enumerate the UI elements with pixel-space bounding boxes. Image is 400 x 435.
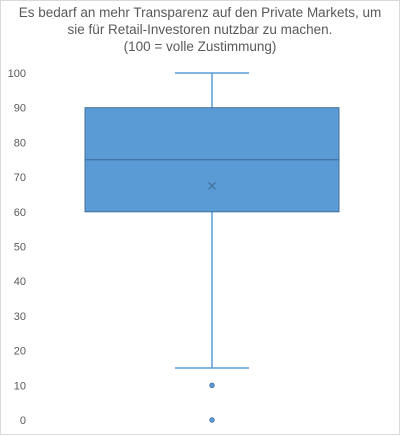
y-tick-label: 70 bbox=[14, 172, 26, 184]
chart-title-line-3: (100 = volle Zustimmung) bbox=[123, 39, 277, 54]
y-tick-label: 60 bbox=[14, 207, 26, 219]
outlier-point bbox=[209, 382, 215, 388]
y-tick-label: 40 bbox=[14, 276, 26, 288]
y-tick-label: 30 bbox=[14, 311, 26, 323]
y-tick-label: 90 bbox=[14, 103, 26, 115]
outlier-point bbox=[209, 417, 215, 423]
y-axis: 0 10 20 30 40 50 60 70 80 90 100 bbox=[8, 68, 26, 427]
chart-title: Es bedarf an mehr Transparenz auf den Pr… bbox=[0, 4, 400, 55]
plot-area bbox=[84, 72, 340, 423]
y-tick-label: 0 bbox=[20, 415, 26, 427]
mean-marker-stroke bbox=[208, 181, 216, 190]
y-tick-label: 100 bbox=[8, 68, 26, 80]
y-tick-label: 10 bbox=[14, 380, 26, 392]
y-tick-label: 80 bbox=[14, 137, 26, 149]
mean-marker bbox=[208, 181, 216, 190]
y-tick-label: 50 bbox=[14, 242, 26, 254]
chart-title-line-1: Es bedarf an mehr Transparenz auf den Pr… bbox=[18, 5, 382, 20]
y-tick-label: 20 bbox=[14, 346, 26, 358]
chart-title-line-2: sie für Retail-Investoren nutzbar zu mac… bbox=[67, 22, 333, 37]
